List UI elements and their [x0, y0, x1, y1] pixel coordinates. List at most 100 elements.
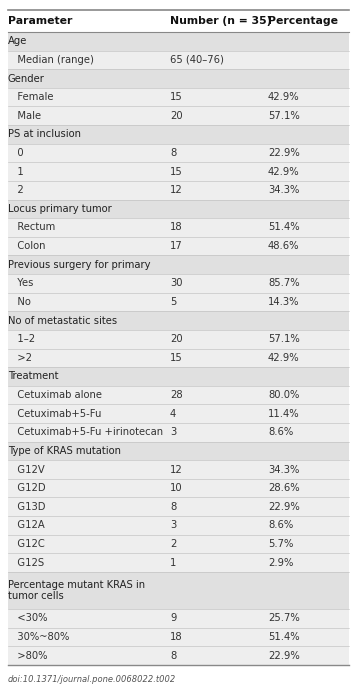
Text: 30: 30: [170, 278, 182, 288]
Text: 9: 9: [170, 614, 176, 623]
Text: 12: 12: [170, 464, 183, 475]
Text: 34.3%: 34.3%: [268, 464, 300, 475]
Text: Colon: Colon: [8, 241, 45, 251]
Bar: [8, 423, 349, 441]
Text: 25.7%: 25.7%: [268, 614, 300, 623]
Text: Treatment: Treatment: [8, 371, 59, 382]
Bar: [8, 553, 349, 572]
Text: Median (range): Median (range): [8, 55, 94, 65]
Text: Cetuximab+5-Fu +irinotecan: Cetuximab+5-Fu +irinotecan: [8, 427, 163, 437]
Text: Previous surgery for primary: Previous surgery for primary: [8, 260, 151, 270]
Bar: [8, 199, 349, 218]
Bar: [8, 516, 349, 534]
Text: 22.9%: 22.9%: [268, 502, 300, 512]
Bar: [8, 460, 349, 479]
Bar: [8, 534, 349, 553]
Bar: [8, 293, 349, 311]
Text: 48.6%: 48.6%: [268, 241, 300, 251]
Text: Rectum: Rectum: [8, 222, 55, 233]
Text: Yes: Yes: [8, 278, 33, 288]
Text: <30%: <30%: [8, 614, 47, 623]
Text: G12A: G12A: [8, 521, 45, 530]
Text: Cetuximab alone: Cetuximab alone: [8, 390, 102, 400]
Bar: [8, 181, 349, 199]
Text: 17: 17: [170, 241, 183, 251]
Text: G12C: G12C: [8, 539, 45, 549]
Text: 85.7%: 85.7%: [268, 278, 300, 288]
Bar: [8, 367, 349, 386]
Bar: [8, 88, 349, 106]
Text: 18: 18: [170, 222, 183, 233]
Text: 5: 5: [170, 297, 176, 307]
Text: 14.3%: 14.3%: [268, 297, 300, 307]
Text: 10: 10: [170, 483, 183, 493]
Text: 42.9%: 42.9%: [268, 353, 300, 363]
Text: 1: 1: [8, 167, 24, 177]
Bar: [8, 609, 349, 628]
Bar: [8, 70, 349, 88]
Text: 20: 20: [170, 334, 183, 344]
Text: 1: 1: [170, 557, 176, 568]
Text: 2: 2: [170, 539, 176, 549]
Text: 20: 20: [170, 111, 183, 121]
Text: 28: 28: [170, 390, 183, 400]
Text: PS at inclusion: PS at inclusion: [8, 129, 81, 140]
Bar: [8, 32, 349, 51]
Text: Type of KRAS mutation: Type of KRAS mutation: [8, 446, 121, 456]
Text: Percentage mutant KRAS in
tumor cells: Percentage mutant KRAS in tumor cells: [8, 580, 145, 601]
Text: doi:10.1371/journal.pone.0068022.t002: doi:10.1371/journal.pone.0068022.t002: [8, 675, 176, 684]
Text: 8: 8: [170, 651, 176, 661]
Text: G12S: G12S: [8, 557, 44, 568]
Bar: [8, 10, 349, 32]
Bar: [8, 237, 349, 255]
Bar: [8, 628, 349, 646]
Text: 18: 18: [170, 632, 183, 642]
Text: Locus primary tumor: Locus primary tumor: [8, 204, 112, 214]
Text: 12: 12: [170, 186, 183, 195]
Text: Age: Age: [8, 36, 27, 47]
Text: >2: >2: [8, 353, 32, 363]
Text: Cetuximab+5-Fu: Cetuximab+5-Fu: [8, 409, 101, 418]
Text: 15: 15: [170, 92, 183, 102]
Text: 3: 3: [170, 521, 176, 530]
Text: 15: 15: [170, 353, 183, 363]
Bar: [8, 106, 349, 125]
Text: 42.9%: 42.9%: [268, 92, 300, 102]
Text: G13D: G13D: [8, 502, 45, 512]
Bar: [8, 386, 349, 404]
Text: 8.6%: 8.6%: [268, 521, 293, 530]
Text: Number (n = 35): Number (n = 35): [170, 16, 272, 26]
Bar: [8, 404, 349, 423]
Text: 1–2: 1–2: [8, 334, 35, 344]
Text: 8.6%: 8.6%: [268, 427, 293, 437]
Text: 28.6%: 28.6%: [268, 483, 300, 493]
Bar: [8, 441, 349, 460]
Text: 8: 8: [170, 148, 176, 158]
Text: >80%: >80%: [8, 651, 47, 661]
Bar: [8, 125, 349, 144]
Bar: [8, 348, 349, 367]
Text: 4: 4: [170, 409, 176, 418]
Text: Percentage: Percentage: [268, 16, 338, 26]
Text: 30%~80%: 30%~80%: [8, 632, 69, 642]
Text: Male: Male: [8, 111, 41, 121]
Text: 80.0%: 80.0%: [268, 390, 300, 400]
Text: 22.9%: 22.9%: [268, 148, 300, 158]
Text: Female: Female: [8, 92, 54, 102]
Bar: [8, 144, 349, 163]
Bar: [8, 163, 349, 181]
Text: 57.1%: 57.1%: [268, 111, 300, 121]
Text: G12D: G12D: [8, 483, 46, 493]
Text: 51.4%: 51.4%: [268, 222, 300, 233]
Text: 2.9%: 2.9%: [268, 557, 293, 568]
Text: 22.9%: 22.9%: [268, 651, 300, 661]
Text: 57.1%: 57.1%: [268, 334, 300, 344]
Text: 42.9%: 42.9%: [268, 167, 300, 177]
Text: 65 (40–76): 65 (40–76): [170, 55, 224, 65]
Text: No: No: [8, 297, 31, 307]
Bar: [8, 572, 349, 609]
Text: 0: 0: [8, 148, 24, 158]
Text: Parameter: Parameter: [8, 16, 72, 26]
Text: G12V: G12V: [8, 464, 45, 475]
Bar: [8, 646, 349, 665]
